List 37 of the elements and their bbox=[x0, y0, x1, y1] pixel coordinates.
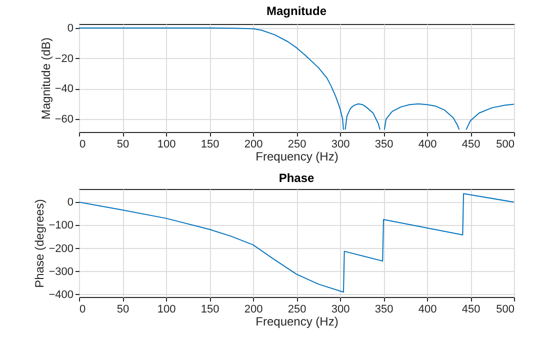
x-tick-label: 100 bbox=[157, 138, 176, 150]
x-tick-label: 150 bbox=[200, 138, 220, 150]
y-tick-label: −60 bbox=[54, 114, 74, 126]
x-tick-label: 200 bbox=[244, 304, 263, 316]
x-tick-label: 400 bbox=[418, 304, 437, 316]
x-tick-label: 100 bbox=[157, 304, 176, 316]
x-tick-label: 350 bbox=[374, 304, 394, 316]
x-tick-label: 300 bbox=[331, 304, 350, 316]
chart-title: Phase bbox=[278, 171, 314, 185]
x-tick-label: 250 bbox=[288, 304, 306, 316]
x-tick-label: 500 bbox=[496, 138, 514, 150]
x-tick-label: 50 bbox=[116, 304, 130, 316]
y-tick-label: −100 bbox=[48, 220, 74, 232]
chart-title: Magnitude bbox=[266, 4, 327, 18]
y-tick-label: −40 bbox=[54, 83, 74, 96]
y-tick-label: −20 bbox=[54, 52, 74, 65]
x-tick-label: 150 bbox=[200, 304, 220, 316]
y-axis-title: Magnitude (dB) bbox=[38, 37, 53, 120]
x-tick-label: 350 bbox=[374, 138, 394, 150]
y-tick-label: −400 bbox=[48, 288, 74, 301]
y-tick-label: 0 bbox=[67, 196, 74, 209]
y-tick-label: −300 bbox=[48, 266, 74, 278]
x-tick-label: 200 bbox=[244, 138, 263, 150]
x-tick-label: 450 bbox=[462, 138, 480, 150]
y-tick-label: −200 bbox=[48, 242, 74, 255]
x-tick-label: 300 bbox=[331, 138, 350, 150]
x-axis-title: Frequency (Hz) bbox=[256, 314, 338, 328]
y-tick-label: 0 bbox=[67, 22, 74, 34]
x-axis-title: Frequency (Hz) bbox=[256, 150, 338, 164]
x-tick-label: 50 bbox=[116, 138, 130, 150]
x-tick-label: 0 bbox=[80, 138, 86, 150]
x-tick-label: 250 bbox=[288, 138, 306, 150]
x-tick-label: 450 bbox=[462, 304, 480, 316]
y-axis-title: Phase (degrees) bbox=[32, 199, 47, 288]
x-tick-label: 500 bbox=[496, 304, 514, 316]
x-tick-label: 400 bbox=[418, 138, 437, 150]
x-tick-label: 0 bbox=[80, 304, 86, 316]
